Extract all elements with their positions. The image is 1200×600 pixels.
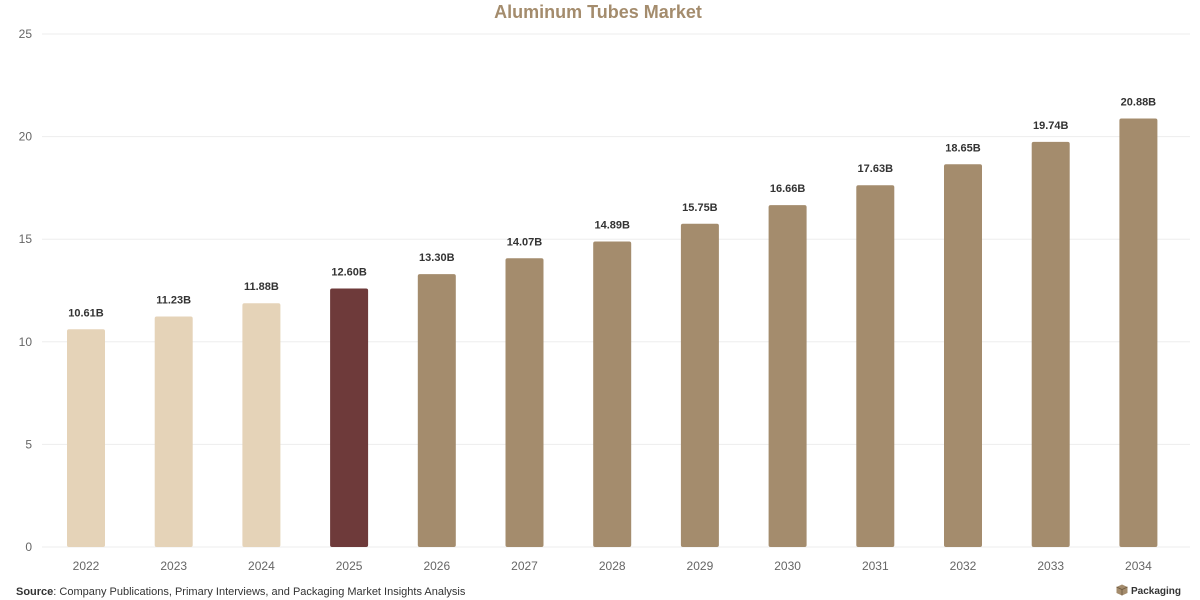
bar-2026 — [417, 274, 456, 547]
data-label-2027: 14.07B — [507, 236, 543, 248]
x-tick-label-2029: 2029 — [687, 559, 714, 573]
bar-2030 — [768, 205, 807, 548]
bar-2033 — [1031, 141, 1070, 548]
bar-2023 — [154, 316, 193, 547]
data-label-2024: 11.88B — [244, 281, 279, 293]
x-tick-label-2023: 2023 — [160, 559, 187, 573]
bar-2024 — [242, 303, 281, 547]
data-label-2033: 19.74B — [1033, 120, 1069, 132]
x-tick-label-2030: 2030 — [774, 559, 801, 573]
brand-text: Packaging — [1131, 586, 1182, 597]
data-label-2030: 16.66B — [770, 183, 806, 195]
y-tick-label: 10 — [19, 335, 33, 349]
y-tick-label: 15 — [19, 232, 33, 246]
bar-2029 — [680, 223, 719, 547]
data-label-2025: 12.60B — [331, 266, 367, 278]
bars — [67, 118, 1158, 548]
data-label-2029: 15.75B — [682, 202, 718, 214]
box-icon — [1116, 584, 1128, 596]
bar-2022 — [67, 329, 105, 547]
x-axis: 2022 2023 2024 2025 2026 2027 2028 2029 2030 2031… — [73, 559, 1152, 573]
source-note: Source: Company Publications, Primary In… — [16, 586, 465, 598]
data-label-2026: 13.30B — [419, 252, 455, 264]
data-label-2031: 17.63B — [858, 163, 894, 175]
chart-title: Aluminum Tubes Market — [494, 2, 702, 22]
x-tick-label-2026: 2026 — [423, 559, 450, 573]
bar-2034 — [1119, 118, 1158, 548]
x-tick-label-2034: 2034 — [1125, 559, 1152, 573]
data-label-2034: 20.88B — [1121, 97, 1157, 109]
x-tick-label-2022: 2022 — [73, 559, 100, 573]
x-tick-label-2028: 2028 — [599, 559, 626, 573]
bar-2031 — [856, 185, 895, 547]
data-label-2022: 10.61B — [68, 307, 104, 319]
bar-2028 — [593, 241, 632, 547]
x-tick-label-2024: 2024 — [248, 559, 275, 573]
source-text: : Company Publications, Primary Intervie… — [53, 586, 466, 598]
y-axis: 0 5 10 15 20 25 — [19, 27, 33, 554]
y-tick-label: 20 — [19, 130, 33, 144]
x-tick-label-2027: 2027 — [511, 559, 538, 573]
data-label-2032: 18.65B — [945, 142, 981, 154]
data-labels: 10.61B 11.23B 11.88B 12.60B 13.30B 14.07B 14.8… — [68, 97, 1156, 320]
brand-logo: Packaging — [1116, 584, 1181, 597]
source-label: Source — [16, 586, 54, 598]
data-label-2023: 11.23B — [156, 295, 191, 307]
y-tick-label: 25 — [19, 27, 33, 41]
y-tick-label: 5 — [25, 437, 32, 451]
y-tick-label: 0 — [25, 540, 32, 554]
bar-2025 — [330, 288, 369, 547]
data-label-2028: 14.89B — [594, 219, 630, 231]
bar-2027 — [505, 258, 544, 547]
x-tick-label-2032: 2032 — [950, 559, 977, 573]
x-tick-label-2025: 2025 — [336, 559, 363, 573]
bar-2032 — [944, 164, 982, 547]
x-tick-label-2031: 2031 — [862, 559, 889, 573]
x-tick-label-2033: 2033 — [1037, 559, 1064, 573]
